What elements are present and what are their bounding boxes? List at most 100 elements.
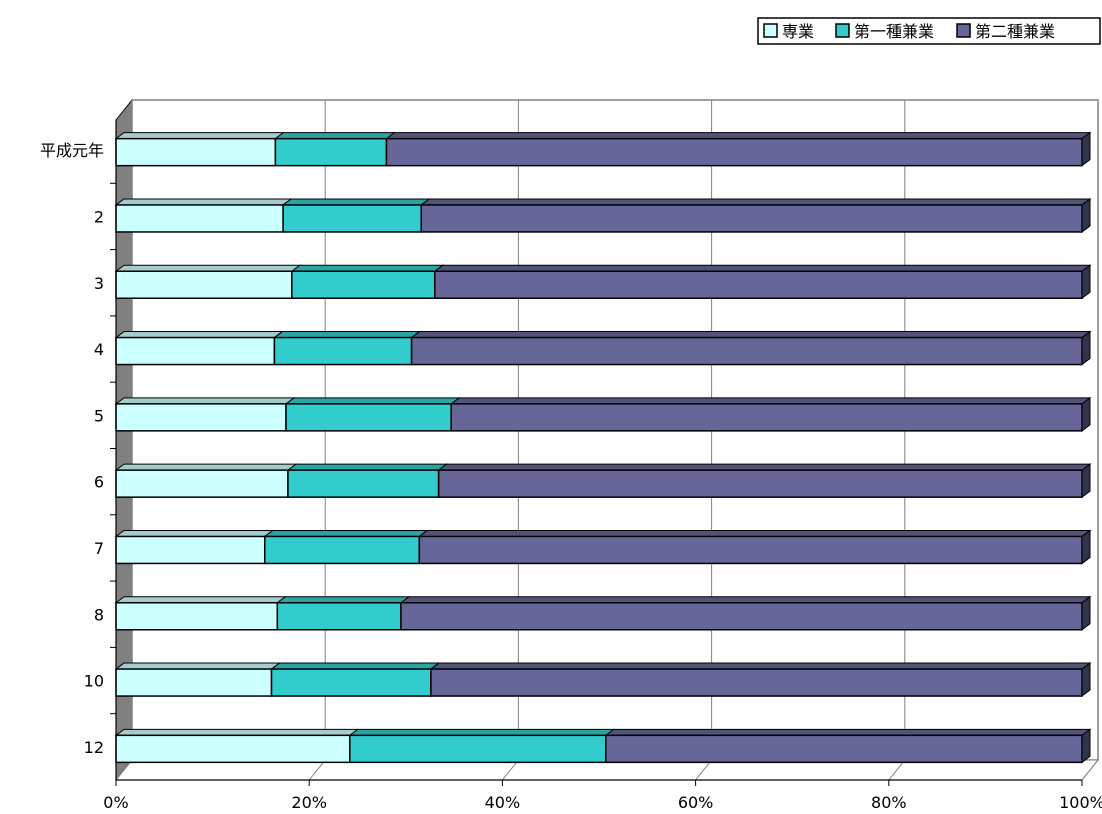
y-tick-label: 4 bbox=[94, 340, 104, 359]
bar-side-face bbox=[1081, 463, 1091, 499]
bar-segment bbox=[273, 336, 413, 366]
y-tick-label: 平成元年 bbox=[40, 141, 104, 160]
bar-top-face bbox=[286, 463, 449, 471]
bar-top-face bbox=[270, 662, 441, 670]
bar-side-face bbox=[1081, 529, 1091, 565]
bar-top-face bbox=[114, 662, 282, 670]
bar-top-face bbox=[275, 596, 411, 604]
bar-segment bbox=[115, 469, 289, 498]
bar-top-face bbox=[348, 728, 616, 736]
bar-top-face bbox=[437, 463, 1092, 471]
bar-segment bbox=[450, 403, 1083, 432]
legend-swatch bbox=[763, 23, 778, 38]
bar-segment bbox=[115, 734, 351, 764]
bar-side-face bbox=[1081, 662, 1091, 698]
legend-swatch bbox=[835, 23, 850, 38]
bar-segment bbox=[410, 336, 1083, 366]
x-tick-label: 80% bbox=[871, 793, 907, 812]
floor-gridline bbox=[308, 759, 326, 781]
y-tick-label: 12 bbox=[84, 738, 104, 757]
bar-segment bbox=[287, 469, 440, 498]
bar-segment bbox=[430, 668, 1083, 697]
y-tick-label: 8 bbox=[94, 605, 104, 624]
bar-top-face bbox=[114, 198, 293, 206]
bar-side-face bbox=[1081, 197, 1091, 233]
bar-segment bbox=[418, 535, 1083, 565]
bar-segment bbox=[385, 137, 1083, 167]
floor-gridline bbox=[115, 759, 133, 781]
y-tick-label: 7 bbox=[94, 539, 104, 558]
bar-side-face bbox=[1081, 595, 1091, 631]
bar-top-face bbox=[284, 397, 461, 405]
bar-top-face bbox=[429, 662, 1092, 670]
bar-top-face bbox=[273, 132, 396, 140]
x-tick-label: 40% bbox=[485, 793, 521, 812]
y-tick-label: 3 bbox=[94, 274, 104, 293]
bar-segment bbox=[274, 137, 388, 167]
bar-segment bbox=[605, 734, 1083, 764]
x-tick-label: 20% bbox=[291, 793, 327, 812]
bar-top-face bbox=[449, 397, 1092, 405]
y-tick-label: 6 bbox=[94, 473, 104, 492]
bar-top-face bbox=[263, 529, 429, 537]
bar-segment bbox=[115, 204, 284, 233]
y-tick-label: 2 bbox=[94, 207, 104, 226]
bar-top-face bbox=[290, 264, 445, 272]
bar-segment bbox=[115, 137, 277, 167]
floor-gridline bbox=[1081, 759, 1099, 781]
bar-side-face bbox=[1081, 131, 1091, 167]
legend: 専業 第一種兼業 第二種兼業 bbox=[757, 17, 1101, 45]
bar-top-face bbox=[114, 463, 298, 471]
bar-segment bbox=[434, 270, 1083, 299]
floor-gridline bbox=[888, 759, 906, 781]
bar-segment bbox=[282, 204, 423, 233]
floor-gridline bbox=[502, 759, 519, 781]
bar-top-face bbox=[399, 596, 1092, 604]
bar-side-face bbox=[1081, 728, 1091, 764]
bar-segment bbox=[115, 602, 279, 631]
bar-top-face bbox=[114, 529, 275, 537]
bar-segment bbox=[349, 734, 607, 764]
bar-segment bbox=[270, 668, 432, 697]
bar-segment bbox=[400, 602, 1083, 631]
bar-segment bbox=[276, 602, 402, 631]
legend-label: 専業 bbox=[782, 22, 814, 41]
legend-box bbox=[757, 17, 1101, 45]
legend-label: 第二種兼業 bbox=[975, 22, 1055, 41]
bar-top-face bbox=[114, 596, 287, 604]
bar-top-face bbox=[281, 198, 431, 206]
bar-top-face bbox=[419, 198, 1092, 206]
bar-top-face bbox=[114, 728, 360, 736]
bar-segment bbox=[420, 204, 1083, 233]
bar-top-face bbox=[417, 529, 1092, 537]
bar-top-face bbox=[272, 331, 422, 339]
y-tick-label: 10 bbox=[84, 672, 104, 691]
bar-side-face bbox=[1081, 264, 1091, 300]
bar-side-face bbox=[1081, 396, 1091, 432]
bar-segment bbox=[115, 668, 273, 697]
bar-top-face bbox=[604, 728, 1092, 736]
bar-top-face bbox=[114, 132, 285, 140]
bar-top-face bbox=[384, 132, 1092, 140]
bar-segment bbox=[115, 535, 266, 565]
bar-top-face bbox=[114, 397, 296, 405]
bar-segment bbox=[115, 403, 287, 432]
x-tick-label: 100% bbox=[1059, 793, 1102, 812]
axes: 0% 20% 40% 60% 80% 100% 平成元年 2 3 4 5 6 7 8 10 12 bbox=[40, 120, 1102, 812]
legend-swatch bbox=[956, 23, 971, 38]
bar-side-face bbox=[1081, 330, 1091, 366]
bar-segment bbox=[264, 535, 421, 565]
y-tick-label: 5 bbox=[94, 406, 104, 425]
bar-segment bbox=[437, 469, 1083, 498]
bar-top-face bbox=[433, 264, 1092, 272]
floor-gridline bbox=[695, 759, 712, 781]
bar-top-face bbox=[114, 264, 302, 272]
bars bbox=[114, 131, 1092, 764]
legend-label: 第一種兼業 bbox=[854, 22, 934, 41]
bar-segment bbox=[115, 336, 276, 366]
bar-segment bbox=[285, 403, 452, 432]
bar-top-face bbox=[410, 331, 1092, 339]
bar-segment bbox=[291, 270, 436, 299]
